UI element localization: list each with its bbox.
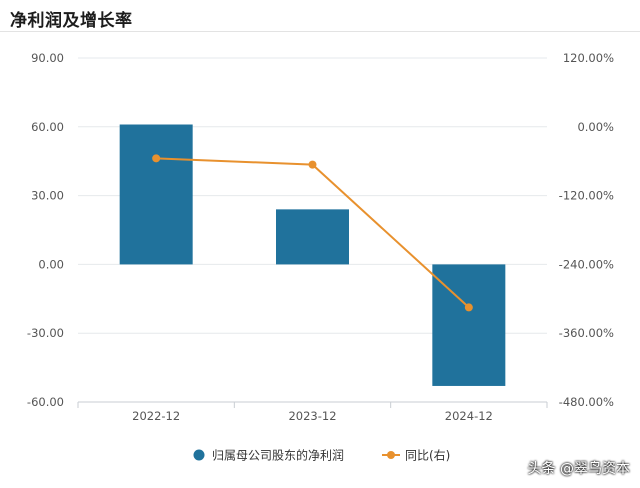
right-tick-label: 120.00% xyxy=(563,51,614,65)
right-tick-label: -360.00% xyxy=(559,326,614,340)
x-axis xyxy=(77,401,548,408)
legend-item-yoy[interactable]: 同比(右) xyxy=(382,448,450,463)
legend-label-yoy: 同比(右) xyxy=(405,448,450,463)
title-divider xyxy=(0,31,640,32)
chart-title: 净利润及增长率 xyxy=(10,11,133,31)
legend-marker-yoy xyxy=(387,451,395,459)
left-y-axis: 90.00 60.00 30.00 0.00 -30.00 -60.00 xyxy=(27,51,64,409)
x-tick-label: 2023-12 xyxy=(288,409,336,423)
line-series xyxy=(152,154,473,312)
right-y-axis: 120.00% 0.00% -120.00% -240.00% -360.00% -480… xyxy=(559,51,614,409)
bar-2022-12[interactable] xyxy=(119,124,193,265)
right-tick-label: -480.00% xyxy=(559,395,614,409)
watermark: 头条 @翠鸟资本 xyxy=(527,461,630,477)
left-tick-label: 30.00 xyxy=(31,189,64,203)
left-tick-label: 0.00 xyxy=(38,257,64,271)
yoy-point-2022-12[interactable] xyxy=(152,154,161,163)
legend-marker-net-profit xyxy=(193,449,205,461)
legend-label-net-profit: 归属母公司股东的净利润 xyxy=(212,448,344,463)
bar-2023-12[interactable] xyxy=(276,209,349,265)
yoy-point-2023-12[interactable] xyxy=(308,160,317,169)
right-tick-label: -240.00% xyxy=(559,257,614,271)
x-tick-label: 2022-12 xyxy=(132,409,180,423)
right-tick-label: -120.00% xyxy=(559,189,614,203)
left-tick-label: 60.00 xyxy=(31,120,64,134)
legend[interactable]: 归属母公司股东的净利润 同比(右) xyxy=(193,448,451,463)
yoy-point-2024-12[interactable] xyxy=(464,303,473,312)
right-tick-label: 0.00% xyxy=(577,120,614,134)
bar-2024-12[interactable] xyxy=(432,264,506,386)
left-tick-label: -30.00 xyxy=(27,326,64,340)
legend-item-net-profit[interactable]: 归属母公司股东的净利润 xyxy=(193,448,345,463)
x-tick-label: 2024-12 xyxy=(445,409,493,423)
left-tick-label: -60.00 xyxy=(27,395,64,409)
x-axis-tick-labels: 2022-12 2023-12 2024-12 xyxy=(132,409,493,423)
left-tick-label: 90.00 xyxy=(31,51,64,65)
